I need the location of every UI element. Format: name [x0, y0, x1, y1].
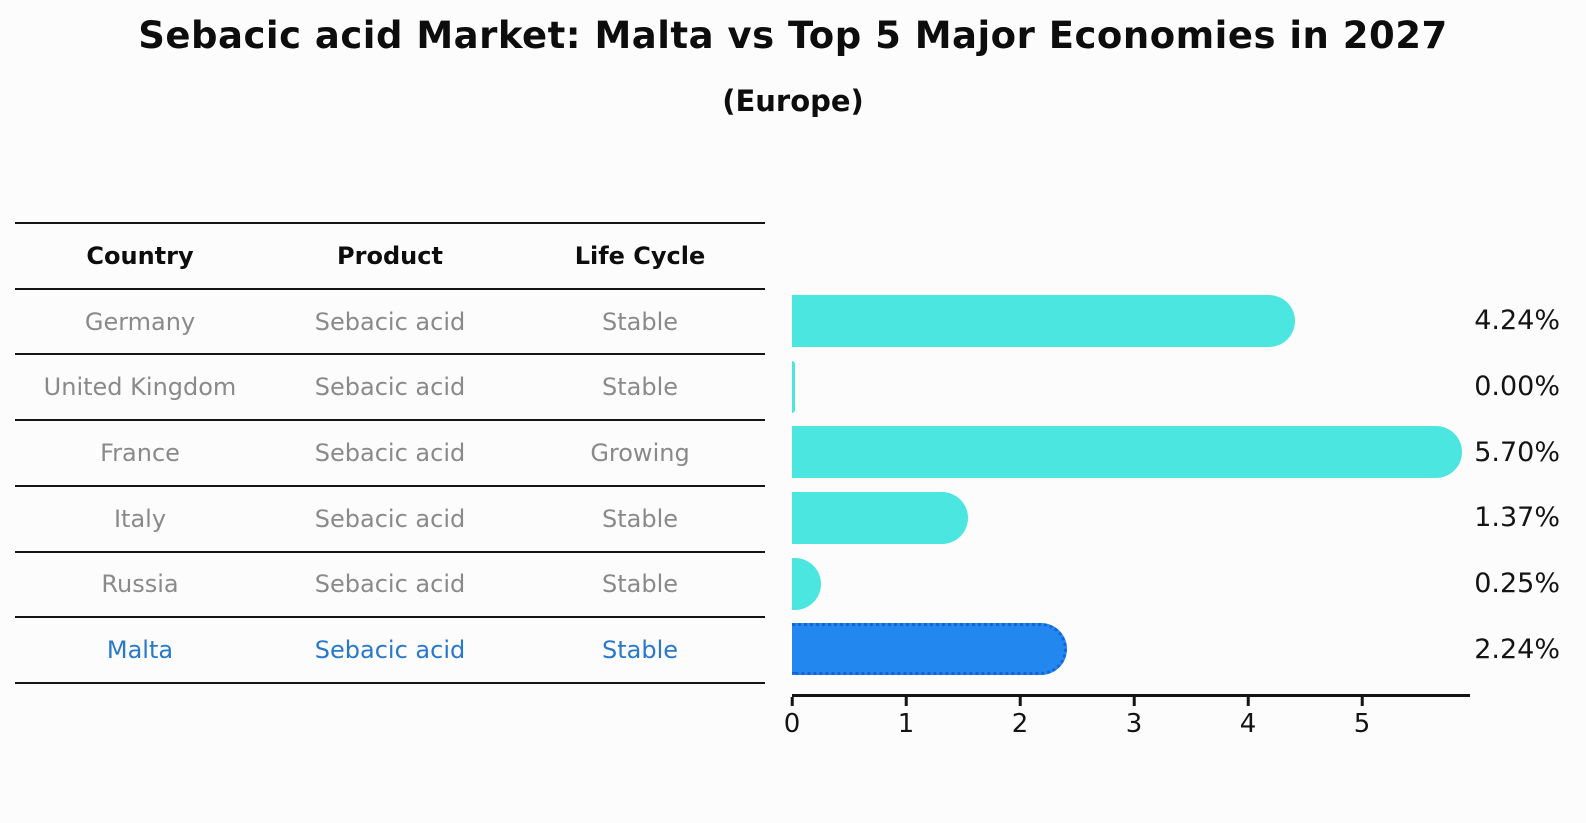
- table-row-germany: Germany Sebacic acid Stable: [15, 290, 765, 356]
- country-cell: Russia: [101, 570, 179, 599]
- bar-row: [792, 617, 1492, 683]
- bar-row: [792, 288, 1492, 354]
- x-axis-line: [792, 694, 1470, 697]
- chart-title: Sebacic acid Market: Malta vs Top 5 Majo…: [138, 14, 1448, 57]
- product-cell: Sebacic acid: [314, 570, 466, 599]
- x-axis-tick-2: 2: [1011, 697, 1029, 739]
- tick-label: 2: [1011, 709, 1029, 739]
- x-axis-tick-4: 4: [1239, 697, 1257, 739]
- x-axis-tick-1: 1: [897, 697, 915, 739]
- bar-row: [792, 354, 1492, 420]
- table-row-russia: Russia Sebacic acid Stable: [15, 553, 765, 619]
- x-axis-tick-5: 5: [1353, 697, 1371, 739]
- table-row-united-kingdom: United Kingdom Sebacic acid Stable: [15, 355, 765, 422]
- lifecycle-cell: Stable: [601, 504, 679, 533]
- tick-mark: [1018, 697, 1022, 706]
- table-row-malta: Malta Sebacic acid Stable: [15, 618, 765, 684]
- bar-row: [792, 551, 1492, 617]
- tick-label: 1: [897, 709, 915, 739]
- table-row-italy: Italy Sebacic acid Stable: [15, 487, 765, 553]
- column-header-country: Country: [86, 241, 194, 270]
- country-cell: Malta: [106, 636, 174, 665]
- product-cell: Sebacic acid: [314, 438, 466, 467]
- bar-chart: [792, 288, 1492, 682]
- lifecycle-cell: Stable: [601, 570, 679, 599]
- value-label-italy: 1.37%: [1474, 502, 1560, 534]
- country-cell: Germany: [84, 307, 196, 336]
- tick-mark: [1246, 697, 1250, 706]
- value-label-malta: 2.24%: [1474, 633, 1560, 665]
- value-labels: 4.24% 0.00% 5.70% 1.37% 0.25% 2.24%: [1452, 288, 1560, 682]
- bar-russia: [792, 557, 821, 610]
- value-label-france: 5.70%: [1474, 436, 1560, 468]
- product-cell: Sebacic acid: [314, 307, 466, 336]
- product-cell: Sebacic acid: [314, 504, 466, 533]
- chart-subtitle: (Europe): [722, 84, 864, 118]
- product-cell: Sebacic acid: [314, 373, 466, 402]
- lifecycle-cell: Stable: [601, 373, 679, 402]
- product-cell: Sebacic acid: [314, 636, 466, 665]
- lifecycle-cell: Stable: [601, 307, 679, 336]
- tick-mark: [904, 697, 908, 706]
- country-table: Country Product Life Cycle Germany Sebac…: [15, 222, 765, 684]
- bar-row: [792, 419, 1492, 485]
- bar-germany: [792, 294, 1296, 347]
- bar-row: [792, 485, 1492, 551]
- country-cell: United Kingdom: [43, 373, 237, 402]
- tick-label: 5: [1353, 709, 1371, 739]
- value-label-russia: 0.25%: [1474, 568, 1560, 600]
- tick-label: 0: [783, 709, 801, 739]
- column-header-lifecycle: Life Cycle: [574, 241, 706, 270]
- tick-mark: [1132, 697, 1136, 706]
- value-label-germany: 4.24%: [1474, 305, 1560, 337]
- bar-italy: [792, 491, 969, 544]
- country-cell: France: [100, 438, 180, 467]
- bar-france: [792, 426, 1462, 479]
- x-axis-tick-0: 0: [783, 697, 801, 739]
- table-header-row: Country Product Life Cycle: [15, 224, 765, 290]
- bar-united-kingdom: [792, 360, 795, 413]
- tick-mark: [1360, 697, 1364, 706]
- x-axis-tick-3: 3: [1125, 697, 1143, 739]
- tick-label: 3: [1125, 709, 1143, 739]
- lifecycle-cell: Stable: [601, 636, 679, 665]
- tick-mark: [790, 697, 794, 706]
- bar-malta: [792, 623, 1068, 676]
- value-label-united-kingdom: 0.00%: [1474, 371, 1560, 403]
- lifecycle-cell: Growing: [590, 438, 690, 467]
- country-cell: Italy: [113, 504, 167, 533]
- table-row-france: France Sebacic acid Growing: [15, 421, 765, 487]
- column-header-product: Product: [337, 241, 443, 270]
- tick-label: 4: [1239, 709, 1257, 739]
- x-axis: 0 1 2 3 4 5: [784, 694, 1470, 754]
